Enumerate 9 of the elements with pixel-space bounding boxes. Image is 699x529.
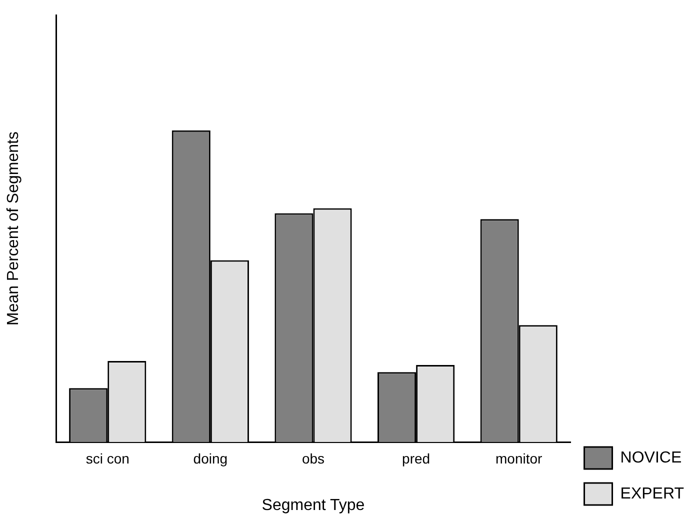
legend-label: EXPERT — [620, 485, 684, 502]
x-tick-label: obs — [302, 450, 325, 466]
y-axis-title: Mean Percent of Segments — [5, 132, 22, 326]
x-tick-label: pred — [402, 450, 430, 466]
legend-label: NOVICE — [620, 449, 682, 466]
x-tick-label: doing — [193, 450, 228, 466]
x-tick-label: sci con — [86, 450, 130, 466]
x-axis-title: Segment Type — [262, 496, 365, 514]
x-tick-label: monitor — [496, 450, 543, 466]
